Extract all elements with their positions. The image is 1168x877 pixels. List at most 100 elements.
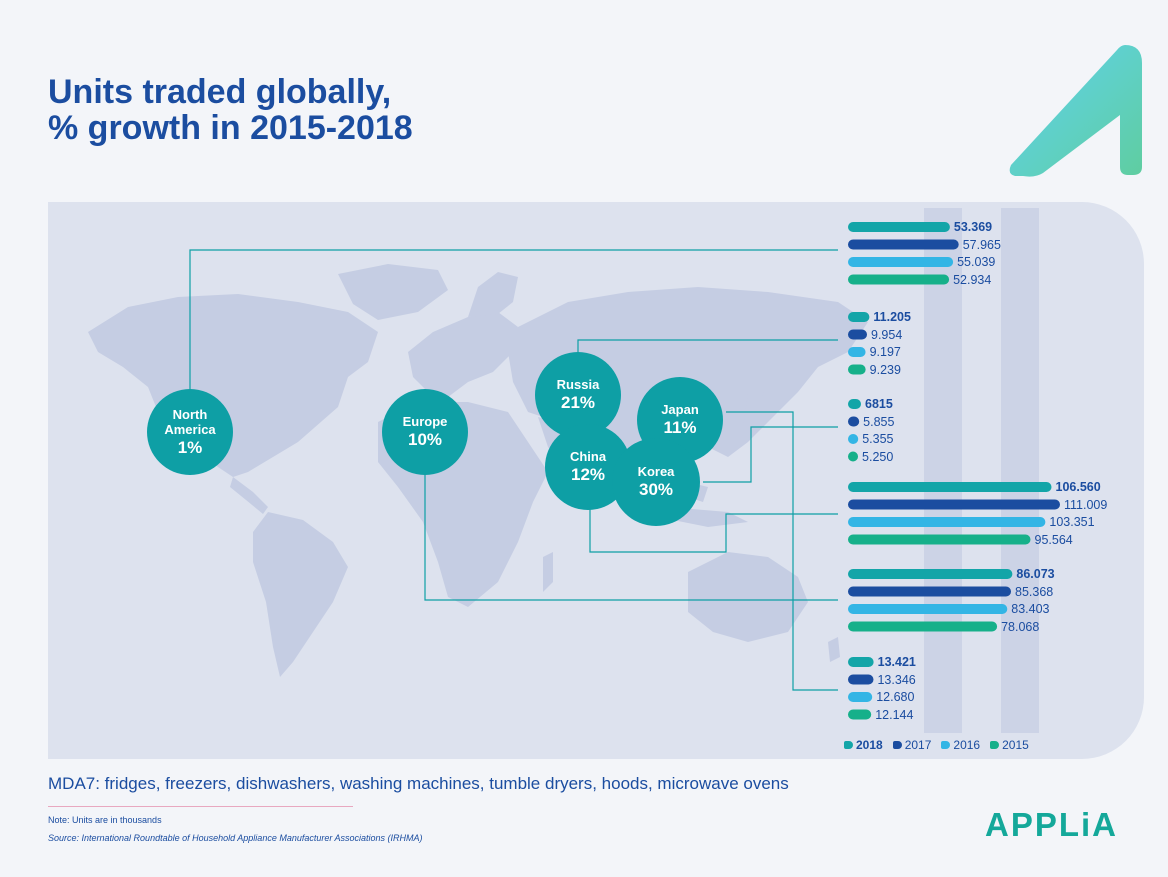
bar-japan-2015 [848, 451, 859, 462]
world-map-chart [88, 208, 1060, 733]
value-label: 11.205 [873, 310, 911, 324]
value-label: 83.403 [1011, 602, 1050, 616]
region-growth: 12% [570, 465, 606, 484]
region-name: Russia [556, 377, 600, 392]
brand-logo-mark [1009, 45, 1142, 177]
value-label: 95.564 [1034, 532, 1073, 547]
bar-russia-2015 [848, 364, 866, 375]
bubble-russia [535, 352, 621, 438]
title-line-2: % growth in 2015-2018 [48, 109, 413, 147]
note: Note: Units are in thousands [48, 815, 162, 825]
legend-item-2015: 2015 [990, 738, 1029, 752]
value-label: 86.073 [1016, 567, 1055, 581]
bar-japan-2016 [848, 434, 859, 444]
value-label: 52.934 [953, 272, 992, 287]
bubble-korea [612, 438, 700, 526]
value-label: 103.351 [1049, 515, 1095, 529]
region-growth: 11% [663, 418, 697, 437]
bar-north-america-2017 [848, 239, 959, 250]
value-label: 85.368 [1015, 584, 1054, 599]
bubble-label-north-america: North America 1% [147, 407, 233, 458]
connector-china [589, 502, 838, 553]
bar-europe-2016 [848, 604, 1008, 614]
bars-group [848, 222, 1060, 720]
region-growth: 30% [638, 480, 674, 499]
value-label: 55.039 [957, 255, 996, 269]
legend-label-2017: 2017 [904, 738, 932, 752]
region-growth: 1% [177, 437, 203, 457]
region-name: America [164, 421, 216, 437]
legend-label-2015: 2015 [1002, 738, 1029, 752]
bar-china-2018 [848, 482, 1052, 492]
value-label: 5.250 [862, 449, 894, 464]
connector-japan [726, 411, 838, 691]
bar-north-america-2015 [848, 274, 950, 285]
bar-korea-2015 [848, 709, 872, 720]
page-title: Units traded globally, % growth in 2015-… [48, 74, 413, 146]
legend-label-2018: 2018 [856, 738, 883, 752]
legend-item-2018: 2018 [844, 738, 883, 752]
value-label: 53.369 [953, 220, 993, 234]
value-label: 9.954 [871, 327, 903, 342]
caption: MDA7: fridges, freezers, dishwashers, wa… [48, 774, 789, 793]
bar-china-2017 [848, 499, 1060, 510]
bar-europe-2017 [848, 586, 1012, 597]
value-label: 12.680 [876, 690, 915, 704]
value-label: 13.346 [877, 672, 916, 687]
legend-swatch-2016 [941, 741, 951, 749]
bar-russia-2018 [848, 312, 870, 322]
bubble-label-europe: Europe 10% [382, 414, 468, 450]
divider [48, 806, 353, 807]
region-name: Korea [637, 464, 675, 479]
value-label: 78.068 [1001, 619, 1040, 634]
bar-russia-2016 [848, 347, 866, 357]
region-name: North [172, 406, 208, 422]
legend-item-2016: 2016 [941, 738, 980, 752]
connector-lines [189, 249, 838, 691]
bar-korea-2018 [848, 657, 874, 667]
bubble-label-korea: Korea 30% [612, 464, 700, 500]
value-label: 9.239 [869, 362, 901, 377]
title-line-1: Units traded globally, [48, 73, 392, 111]
bar-europe-2015 [848, 621, 998, 632]
legend-label-2016: 2016 [953, 738, 981, 752]
connector-north-america [189, 249, 838, 392]
region-growth: 21% [560, 393, 596, 412]
value-label: 6815 [865, 397, 893, 411]
connector-europe [424, 472, 838, 601]
legend-item-2017: 2017 [892, 738, 932, 752]
bubble-label-japan: Japan 11% [637, 402, 723, 438]
source: Source: International Roundtable of Hous… [48, 833, 423, 843]
bubble-label-china: China 12% [545, 449, 631, 485]
bubble-north-america [147, 389, 233, 475]
bar-japan-2018 [848, 399, 862, 409]
bar-russia-2017 [848, 329, 868, 340]
bubble-china [545, 424, 631, 510]
region-name: China [569, 449, 607, 464]
bar-china-2015 [848, 534, 1031, 545]
bar-korea-2017 [848, 674, 874, 685]
bubble-europe [382, 389, 468, 475]
chart-panel: North America 1% Europe 10% Russia 21% China 12%… [48, 202, 1144, 759]
chart-stripe [924, 208, 962, 733]
bar-china-2016 [848, 517, 1046, 527]
chart-stripe [1001, 208, 1039, 733]
value-label: 57.965 [962, 237, 1001, 252]
bar-korea-2016 [848, 692, 873, 702]
legend-swatch-2015 [990, 741, 1000, 749]
bubble-label-russia: Russia 21% [535, 377, 621, 413]
value-label: 5.355 [862, 432, 894, 446]
region-growth: 10% [407, 430, 443, 449]
chart-legend: 2018 2017 2016 2015 [844, 738, 1029, 752]
bar-japan-2017 [848, 416, 860, 427]
value-label: 111.009 [1064, 497, 1108, 512]
region-name: Japan [661, 402, 699, 417]
bar-north-america-2018 [848, 222, 950, 232]
legend-swatch-2018 [844, 741, 853, 749]
bar-europe-2018 [848, 569, 1013, 579]
value-label: 106.560 [1055, 480, 1101, 494]
brand-wordmark: APPLiA [985, 806, 1119, 843]
region-name: Europe [402, 414, 448, 429]
region-bubbles [147, 352, 723, 526]
value-label: 13.421 [877, 655, 916, 669]
